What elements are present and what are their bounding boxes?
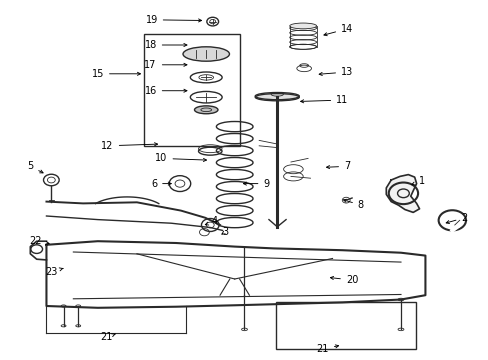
Text: 12: 12 (101, 141, 157, 151)
Text: 15: 15 (91, 69, 140, 79)
Text: 16: 16 (144, 86, 186, 96)
Text: 21: 21 (100, 332, 115, 342)
Ellipse shape (289, 23, 316, 29)
Bar (276, 302, 415, 349)
Text: 14: 14 (323, 24, 353, 36)
Text: 7: 7 (326, 161, 349, 171)
Text: 4: 4 (205, 216, 217, 226)
Ellipse shape (255, 94, 299, 101)
Text: 8: 8 (343, 199, 363, 210)
Ellipse shape (194, 106, 218, 114)
Text: 2: 2 (445, 213, 467, 224)
Text: 5: 5 (27, 161, 43, 173)
Text: 13: 13 (319, 67, 353, 77)
Text: 11: 11 (300, 95, 348, 105)
Text: 1: 1 (411, 176, 424, 186)
Text: 21: 21 (316, 344, 338, 354)
Text: 19: 19 (145, 15, 201, 25)
Text: 6: 6 (151, 179, 171, 189)
Text: 17: 17 (144, 60, 186, 70)
Text: 10: 10 (155, 153, 206, 163)
Ellipse shape (183, 47, 229, 61)
Text: 9: 9 (243, 179, 269, 189)
Text: 22: 22 (29, 236, 49, 246)
Text: 18: 18 (144, 40, 186, 50)
Text: 20: 20 (330, 275, 358, 285)
Bar (144, 34, 239, 146)
Text: 3: 3 (222, 227, 227, 237)
Text: 23: 23 (45, 267, 63, 277)
Polygon shape (386, 175, 419, 212)
